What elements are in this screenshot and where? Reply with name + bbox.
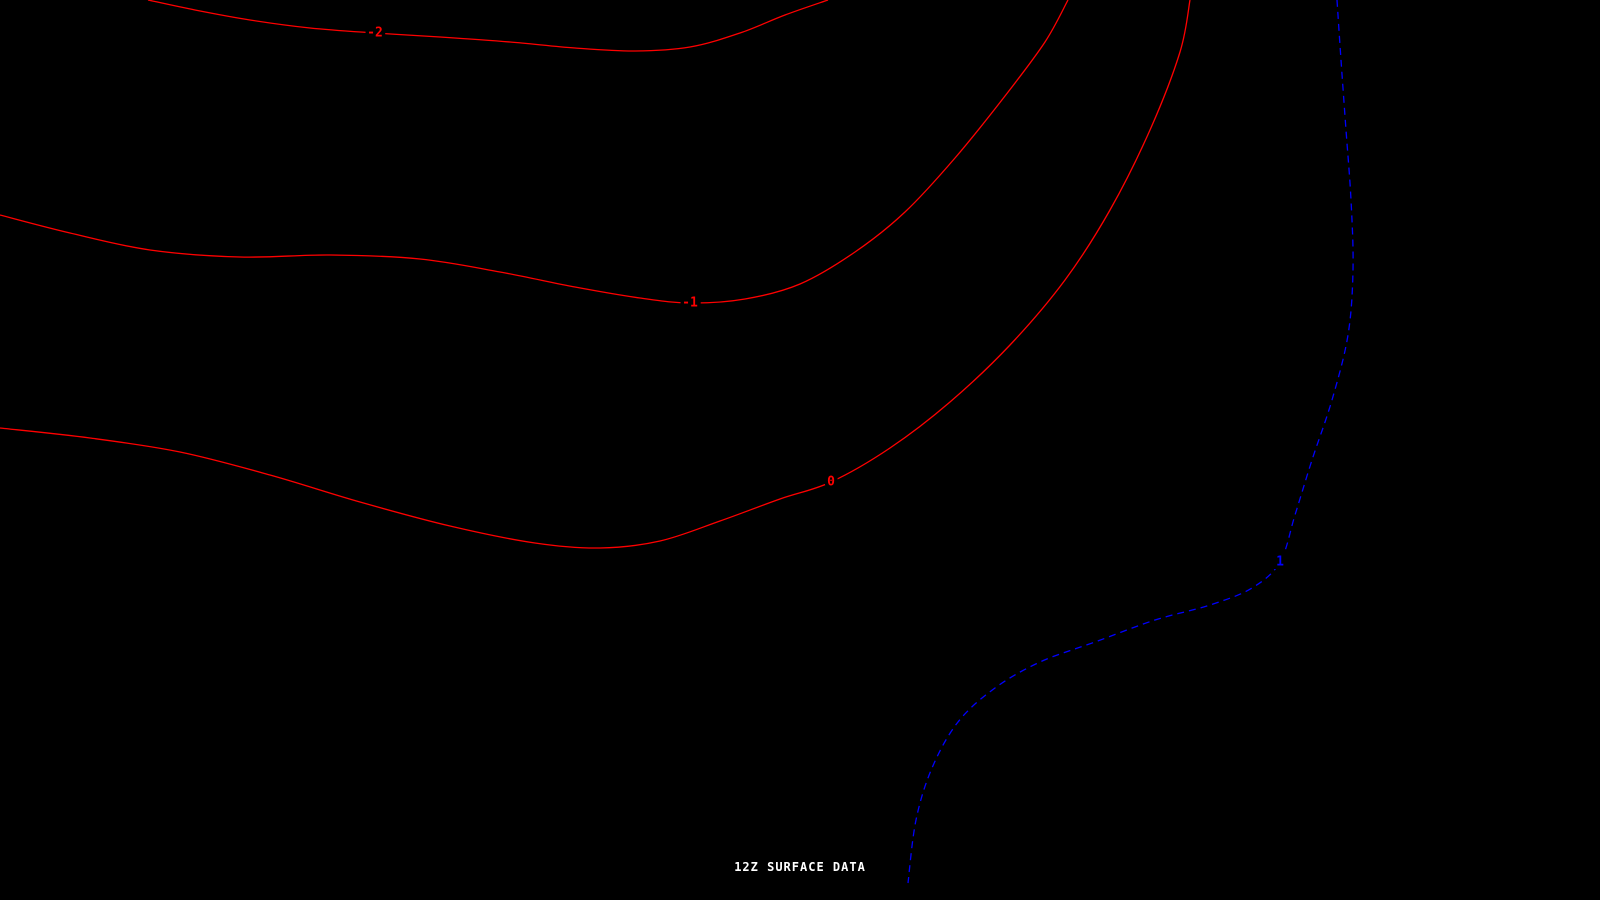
contour-label-0: 0 [827,475,835,490]
contour-label--1: -1 [682,296,698,311]
contour-line--2 [147,0,829,52]
contour-label--2: -2 [367,26,383,41]
contour-line--1 [0,0,1069,304]
chart-title: 12Z SURFACE DATA [734,860,866,874]
contour-line-1 [907,0,1354,884]
contour-line-0 [0,0,1191,549]
contour-label-1: 1 [1276,555,1284,570]
